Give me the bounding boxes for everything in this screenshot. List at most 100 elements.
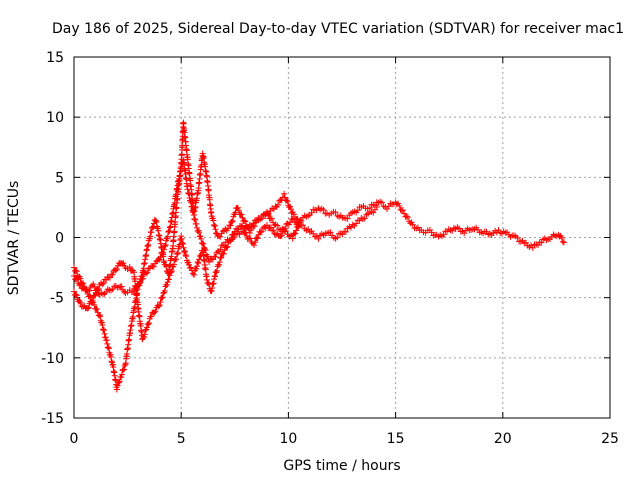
data-point: [162, 243, 169, 250]
data-point: [210, 221, 217, 228]
data-point: [268, 215, 275, 222]
data-point: [198, 240, 205, 247]
data-point: [560, 239, 567, 246]
data-point: [150, 224, 157, 231]
data-point: [183, 253, 190, 260]
data-point: [136, 280, 143, 287]
data-point: [235, 226, 242, 233]
data-point: [235, 207, 242, 214]
y-tick-label: 0: [55, 231, 64, 247]
data-point: [162, 241, 169, 248]
data-point: [143, 324, 150, 331]
data-point: [137, 276, 144, 283]
data-point: [396, 202, 403, 209]
data-point: [287, 206, 294, 213]
data-point: [196, 229, 203, 236]
data-point: [217, 233, 224, 240]
data-point: [97, 313, 104, 320]
data-point: [116, 379, 123, 386]
data-point: [195, 260, 202, 267]
data-point: [404, 214, 411, 221]
data-point: [242, 229, 249, 236]
data-point: [93, 289, 100, 296]
data-point: [269, 227, 276, 234]
data-point: [334, 234, 341, 241]
data-point: [229, 217, 236, 224]
data-point: [95, 312, 102, 319]
data-point: [126, 263, 133, 270]
data-point: [514, 234, 521, 241]
y-tick-labels: -15 -10 -5 0 5 10 15: [41, 50, 64, 427]
data-point: [130, 288, 137, 295]
data-point: [344, 215, 351, 222]
data-point: [197, 233, 204, 240]
data-point: [193, 263, 200, 270]
data-point: [171, 261, 178, 268]
x-tick-label: 15: [387, 431, 405, 447]
grid-lines: [74, 57, 610, 418]
data-point: [138, 273, 145, 280]
data-point: [373, 204, 380, 211]
data-point: [161, 287, 168, 294]
data-point: [89, 297, 96, 304]
data-point: [116, 378, 123, 385]
data-point: [118, 374, 125, 381]
data-point: [428, 229, 435, 236]
y-tick-label: 5: [55, 170, 64, 186]
x-tick-label: 5: [177, 431, 186, 447]
data-point: [113, 386, 120, 393]
data-point: [440, 231, 447, 238]
data-point: [258, 228, 265, 235]
data-point: [251, 223, 258, 230]
data-point: [409, 221, 416, 228]
series-points: [71, 119, 380, 393]
data-point: [218, 254, 225, 261]
data-point: [80, 280, 87, 287]
data-point: [164, 233, 171, 240]
data-point: [92, 292, 99, 299]
data-point: [203, 276, 210, 283]
data-point: [244, 236, 251, 243]
data-point: [274, 222, 281, 229]
data-point: [232, 209, 239, 216]
data-point: [148, 313, 155, 320]
series-points: [71, 215, 301, 343]
data-point: [187, 264, 194, 271]
data-point: [166, 276, 173, 283]
data-point: [205, 279, 212, 286]
data-point: [91, 301, 98, 308]
data-point: [361, 215, 368, 222]
data-point: [287, 219, 294, 226]
data-point: [251, 241, 258, 248]
data-point: [284, 198, 291, 205]
data-point: [165, 229, 172, 236]
y-tick-label: -15: [41, 411, 64, 427]
data-point: [210, 217, 217, 224]
data-point: [293, 227, 300, 234]
data-point: [247, 235, 254, 242]
data-point: [233, 225, 240, 232]
data-point: [102, 334, 109, 341]
data-point: [96, 311, 103, 318]
data-point: [105, 344, 112, 351]
data-point: [121, 366, 128, 373]
data-point: [168, 269, 175, 276]
x-tick-labels: 0 5 10 15 20 25: [70, 431, 619, 447]
data-point: [257, 229, 264, 236]
data-point: [299, 222, 306, 229]
data-point: [228, 218, 235, 225]
data-point: [212, 253, 219, 260]
data-point: [73, 268, 80, 275]
data-point: [148, 225, 155, 232]
data-point: [118, 371, 125, 378]
data-point: [72, 291, 79, 298]
y-tick-label: -10: [41, 351, 64, 367]
data-point: [223, 244, 230, 251]
data-point: [308, 209, 315, 216]
data-point: [315, 235, 322, 242]
data-point: [274, 201, 281, 208]
data-point: [101, 327, 108, 334]
data-point: [195, 227, 202, 234]
data-point: [170, 263, 177, 270]
data-point: [164, 279, 171, 286]
